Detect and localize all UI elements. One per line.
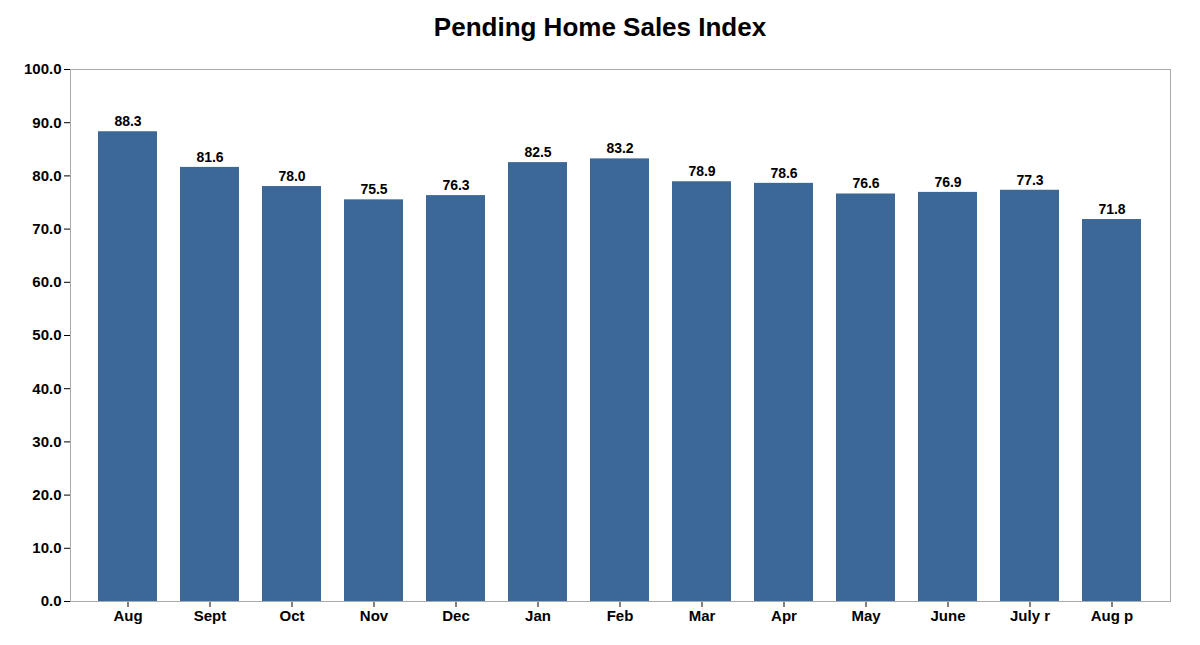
svg-text:Mar: Mar xyxy=(689,607,716,624)
svg-text:Sept: Sept xyxy=(194,607,227,624)
svg-text:Jan: Jan xyxy=(525,607,551,624)
svg-text:10.0: 10.0 xyxy=(32,539,61,556)
svg-text:78.6: 78.6 xyxy=(770,165,797,181)
svg-text:77.3: 77.3 xyxy=(1016,172,1043,188)
svg-text:Nov: Nov xyxy=(360,607,389,624)
svg-text:70.0: 70.0 xyxy=(32,220,61,237)
svg-text:78.0: 78.0 xyxy=(278,168,305,184)
svg-text:Aug: Aug xyxy=(113,607,142,624)
svg-text:Dec: Dec xyxy=(442,607,470,624)
svg-text:May: May xyxy=(851,607,881,624)
svg-text:50.0: 50.0 xyxy=(32,326,61,343)
svg-text:76.6: 76.6 xyxy=(852,175,879,191)
svg-text:100.0: 100.0 xyxy=(24,60,62,77)
html-text:Pending Home Sales Index: Pending Home Sales Index xyxy=(433,12,767,42)
svg-text:Aug p: Aug p xyxy=(1091,607,1134,624)
svg-text:76.3: 76.3 xyxy=(442,177,469,193)
svg-text:76.9: 76.9 xyxy=(934,174,961,190)
svg-text:83.2: 83.2 xyxy=(606,140,633,156)
svg-text:Apr: Apr xyxy=(771,607,797,624)
svg-text:82.5: 82.5 xyxy=(524,144,551,160)
svg-text:July r: July r xyxy=(1010,607,1050,624)
svg-text:20.0: 20.0 xyxy=(32,486,61,503)
svg-text:60.0: 60.0 xyxy=(32,273,61,290)
svg-text:71.8: 71.8 xyxy=(1098,201,1125,217)
svg-text:90.0: 90.0 xyxy=(32,114,61,131)
svg-text:81.6: 81.6 xyxy=(196,149,223,165)
svg-text:40.0: 40.0 xyxy=(32,380,61,397)
svg-text:75.5: 75.5 xyxy=(360,181,387,197)
svg-text:0.0: 0.0 xyxy=(41,592,62,609)
svg-text:June: June xyxy=(930,607,965,624)
svg-text:80.0: 80.0 xyxy=(32,167,61,184)
svg-text:Oct: Oct xyxy=(279,607,304,624)
svg-text:88.3: 88.3 xyxy=(114,113,141,129)
svg-text:Feb: Feb xyxy=(607,607,634,624)
svg-text:30.0: 30.0 xyxy=(32,433,61,450)
svg-text:78.9: 78.9 xyxy=(688,163,715,179)
